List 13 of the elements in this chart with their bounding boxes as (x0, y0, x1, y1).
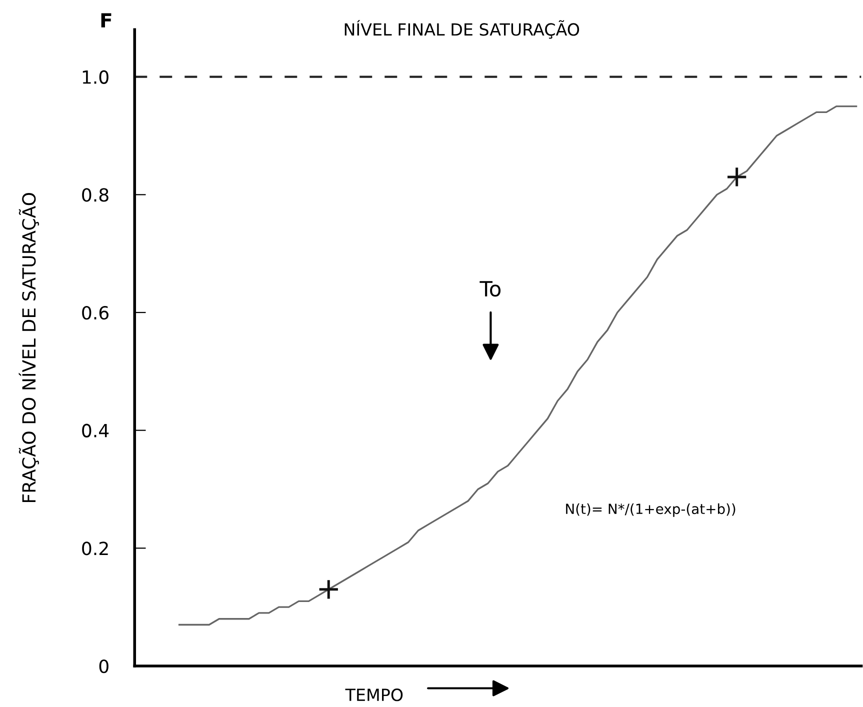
y-tick-label: 0.4 (82, 424, 109, 438)
y-tick-label: 0.8 (82, 188, 108, 202)
x-axis-title: TEMPO (345, 688, 403, 702)
y-tick-label: 1.0 (82, 70, 108, 84)
y-tick-label: 0.6 (82, 306, 108, 320)
y-tick-label: 0 (99, 659, 108, 674)
y-axis-title: FRAÇÃO DO NÍVEL DE SATURAÇÃO (18, 192, 39, 502)
text: F (101, 13, 112, 28)
line-series (178, 105, 858, 626)
ref-line-label: NÍVEL FINAL DE SATURAÇÃO (344, 20, 580, 39)
annotation: N(t)= N*/(1+exp-(at+b)) (566, 503, 736, 517)
annotation: To (480, 281, 501, 297)
y-tick-label: 0.2 (82, 542, 108, 556)
